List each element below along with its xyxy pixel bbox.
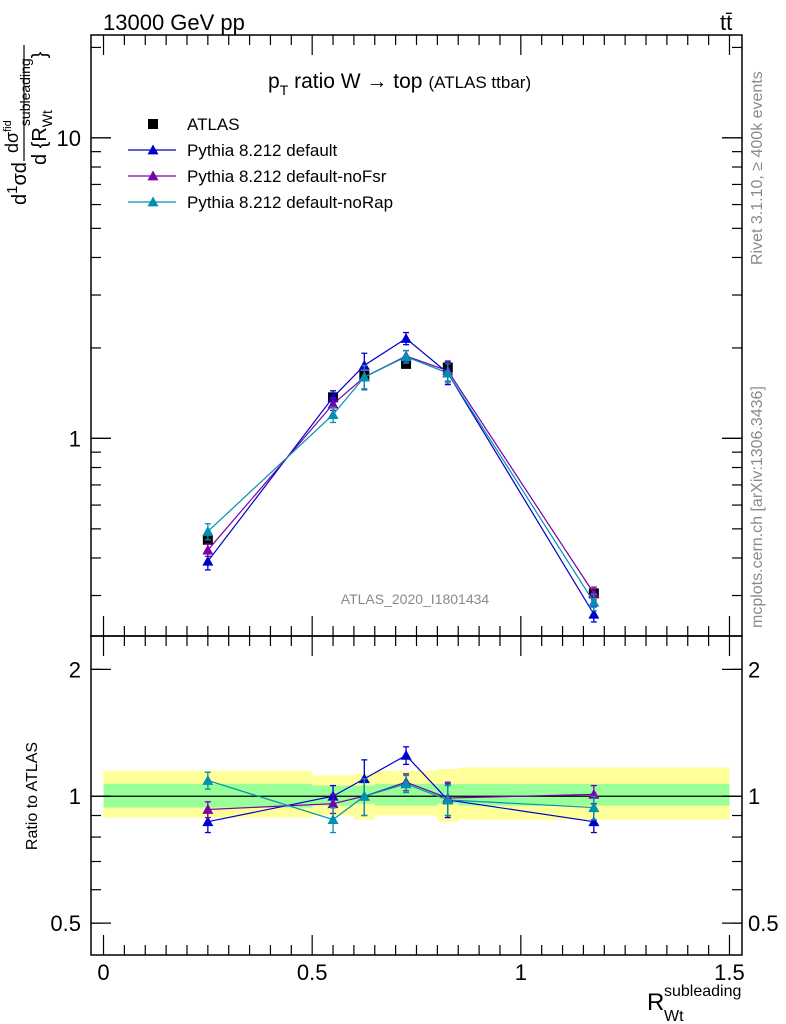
series-point-marker bbox=[400, 333, 412, 343]
series-point-marker bbox=[327, 391, 339, 402]
ratio-point-marker bbox=[327, 798, 339, 809]
legend-label-nofsr: Pythia 8.212 default-noFsr bbox=[187, 167, 387, 186]
ratio-y-axis-label: Ratio to ATLAS bbox=[24, 742, 41, 850]
series-point-marker bbox=[202, 544, 214, 555]
legend-label-default: Pythia 8.212 default bbox=[187, 141, 338, 160]
svg-text:d1σd: d1σd bbox=[4, 162, 31, 205]
y-axis-label-denominator: d {RWtsubleading} bbox=[17, 51, 55, 165]
x-axis-label-sup: subleading bbox=[664, 983, 741, 1000]
y-tick-label: 2 bbox=[69, 657, 81, 682]
y-axis-label-sigma: σ bbox=[9, 173, 31, 186]
series-point-marker bbox=[588, 596, 600, 607]
y-tick-label: 0.5 bbox=[50, 911, 81, 936]
main-plot-panel: 1 10 pT ratio W → top (ATLAS ttbar) ATLAS_… bbox=[57, 34, 743, 637]
legend-marker-atlas bbox=[148, 119, 158, 129]
ratio-series-line-1 bbox=[207, 781, 594, 811]
legend-marker-triangle bbox=[147, 196, 159, 207]
series-point-marker bbox=[327, 409, 339, 420]
series-line-3 bbox=[207, 356, 595, 603]
ratio-plot-panel: 0.5 1 2 0.5 1 2 0 0.5 1 1.5 bbox=[50, 635, 779, 985]
x-tick-label: 1 bbox=[515, 960, 527, 985]
legend-markers bbox=[128, 119, 176, 207]
series-point-marker bbox=[588, 608, 600, 619]
y-axis-label-d2: d bbox=[9, 162, 31, 173]
ratio-point-marker bbox=[327, 814, 339, 825]
series-line-2 bbox=[207, 355, 595, 594]
ratio-point-marker bbox=[358, 790, 370, 801]
y-axis-label-d: d bbox=[9, 194, 31, 205]
ratio-point-marker bbox=[588, 802, 600, 812]
ratio-point-marker bbox=[442, 794, 454, 805]
legend-marker-triangle bbox=[147, 170, 159, 181]
main-y-axis-label: d1σd dσfid d {RWtsubleading} bbox=[2, 45, 55, 205]
ratio-point-marker bbox=[588, 816, 600, 827]
x-axis-label-sub: Wt bbox=[664, 1008, 684, 1024]
ratio-series-line-2 bbox=[207, 779, 594, 821]
x-axis-label-R: R bbox=[647, 989, 664, 1016]
series-point-marker bbox=[358, 371, 370, 382]
y-tick-label-right: 0.5 bbox=[748, 911, 779, 936]
ratio-axis-ticks: 0.5 1 2 0.5 1 2 0 0.5 1 1.5 bbox=[50, 636, 779, 985]
legend-label-atlas: ATLAS bbox=[187, 115, 240, 134]
legend-marker-triangle bbox=[147, 144, 159, 155]
series-point-marker bbox=[202, 525, 214, 536]
atlas-data-point bbox=[401, 358, 412, 369]
main-axis-ticks: 1 10 bbox=[57, 35, 742, 636]
x-axis-label: R Wt subleading bbox=[647, 983, 741, 1024]
ratio-point-marker bbox=[400, 778, 412, 789]
rivet-label: Rivet 3.1.10, ≥ 400k events bbox=[749, 71, 766, 265]
series-point-marker bbox=[442, 367, 454, 378]
y-axis-label-one: 1 bbox=[4, 186, 21, 194]
y-tick-label-right: 1 bbox=[748, 784, 760, 809]
ratio-series-line-0 bbox=[207, 754, 594, 823]
ratio-point-marker bbox=[202, 774, 214, 785]
ratio-data-layer bbox=[202, 746, 600, 834]
energy-label: 13000 GeV pp bbox=[103, 10, 245, 35]
legend-label-norap: Pythia 8.212 default-noRap bbox=[187, 193, 393, 212]
x-tick-label: 0 bbox=[97, 960, 109, 985]
legend: ATLAS Pythia 8.212 default Pythia 8.212 … bbox=[128, 115, 393, 212]
process-label: tt̄ bbox=[720, 10, 732, 35]
y-tick-label: 1 bbox=[69, 426, 81, 451]
main-data-layer bbox=[202, 331, 600, 623]
series-point-marker bbox=[588, 587, 600, 598]
ratio-point-marker bbox=[202, 816, 214, 827]
ratio-point-marker bbox=[400, 749, 412, 760]
analysis-watermark: ATLAS_2020_I1801434 bbox=[341, 591, 490, 607]
plot-title: pT ratio W → top (ATLAS ttbar) bbox=[268, 70, 531, 98]
ratio-uncertainty-bands bbox=[103, 767, 730, 822]
x-tick-label: 1.5 bbox=[714, 960, 745, 985]
series-point-marker bbox=[400, 351, 412, 362]
y-tick-label-right: 2 bbox=[748, 657, 760, 682]
y-tick-label: 10 bbox=[57, 126, 81, 151]
series-point-marker bbox=[327, 398, 339, 409]
x-tick-label: 0.5 bbox=[297, 960, 328, 985]
y-tick-label: 1 bbox=[69, 784, 81, 809]
series-line-1 bbox=[207, 337, 595, 615]
series-point-marker bbox=[202, 555, 214, 566]
mcplots-label: mcplots.cern.ch [arXiv:1306.3436] bbox=[749, 386, 766, 628]
ratio-point-marker bbox=[202, 804, 214, 814]
